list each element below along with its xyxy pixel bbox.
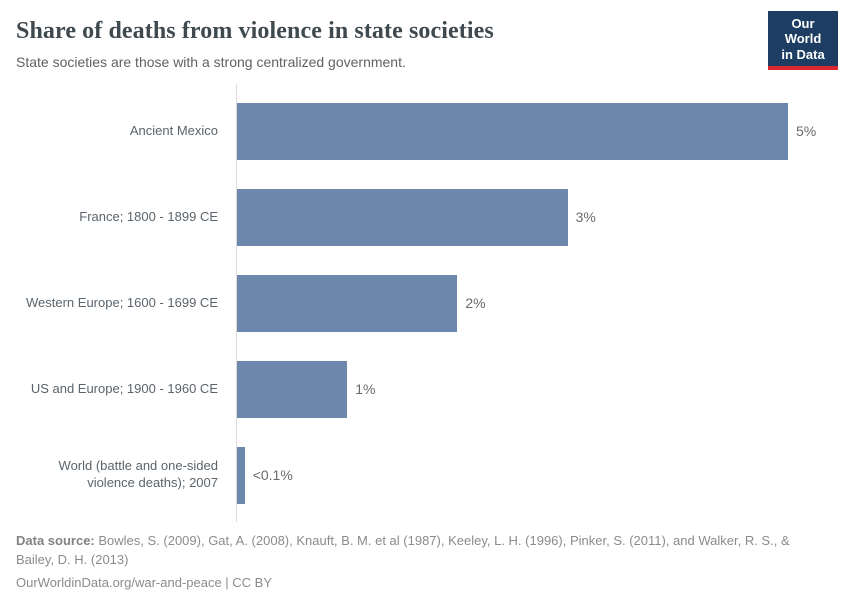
bar-row: Ancient Mexico 5%: [16, 88, 834, 174]
bar-track: 5%: [237, 102, 834, 160]
bar[interactable]: [237, 102, 788, 160]
bar[interactable]: [237, 360, 348, 418]
bar-row: US and Europe; 1900 - 1960 CE 1%: [16, 346, 834, 432]
value-label: 1%: [355, 381, 376, 397]
chart-title: Share of deaths from violence in state s…: [16, 18, 494, 44]
value-label: 2%: [465, 295, 486, 311]
bar[interactable]: [237, 188, 568, 246]
owid-logo-line1: Our World: [784, 16, 822, 47]
category-label: France; 1800 - 1899 CE: [79, 208, 218, 224]
category-label: US and Europe; 1900 - 1960 CE: [30, 380, 218, 396]
value-label: 3%: [575, 209, 596, 225]
data-source-label: Data source:: [16, 533, 95, 548]
y-axis-line: [236, 84, 237, 522]
bar-track: 3%: [237, 188, 834, 246]
chart-subtitle: State societies are those with a strong …: [16, 54, 406, 70]
bar-row: France; 1800 - 1899 CE 3%: [16, 174, 834, 260]
bar-rows: Ancient Mexico 5% France; 1800 - 1899 CE 3%…: [16, 88, 834, 518]
value-label: <0.1%: [252, 467, 293, 483]
bar-track: 1%: [237, 360, 834, 418]
chart-header: Share of deaths from violence in state s…: [0, 0, 850, 70]
data-source-line: Data source: Bowles, S. (2009), Gat, A. …: [16, 532, 828, 570]
owid-logo-line2: in Data: [781, 46, 825, 62]
bar-chart: Ancient Mexico 5% France; 1800 - 1899 CE 3%…: [16, 84, 834, 522]
category-label: Ancient Mexico: [129, 122, 218, 138]
bar[interactable]: [237, 274, 458, 332]
owid-logo[interactable]: Our World in Data: [768, 11, 838, 70]
category-label: Western Europe; 1600 - 1699 CE: [26, 294, 218, 310]
bar[interactable]: [237, 446, 245, 504]
bar-row: Western Europe; 1600 - 1699 CE 2%: [16, 260, 834, 346]
bar-track: <0.1%: [237, 446, 834, 504]
data-source-text: Bowles, S. (2009), Gat, A. (2008), Knauf…: [16, 533, 790, 567]
value-label: 5%: [796, 123, 817, 139]
bar-row: World (battle and one-sided violence dea…: [16, 432, 834, 518]
chart-footer: Data source: Bowles, S. (2009), Gat, A. …: [16, 532, 834, 590]
owid-link[interactable]: OurWorldinData.org/war-and-peace | CC BY: [16, 574, 273, 590]
bar-track: 2%: [237, 274, 834, 332]
category-label: World (battle and one-sided violence dea…: [58, 458, 218, 490]
